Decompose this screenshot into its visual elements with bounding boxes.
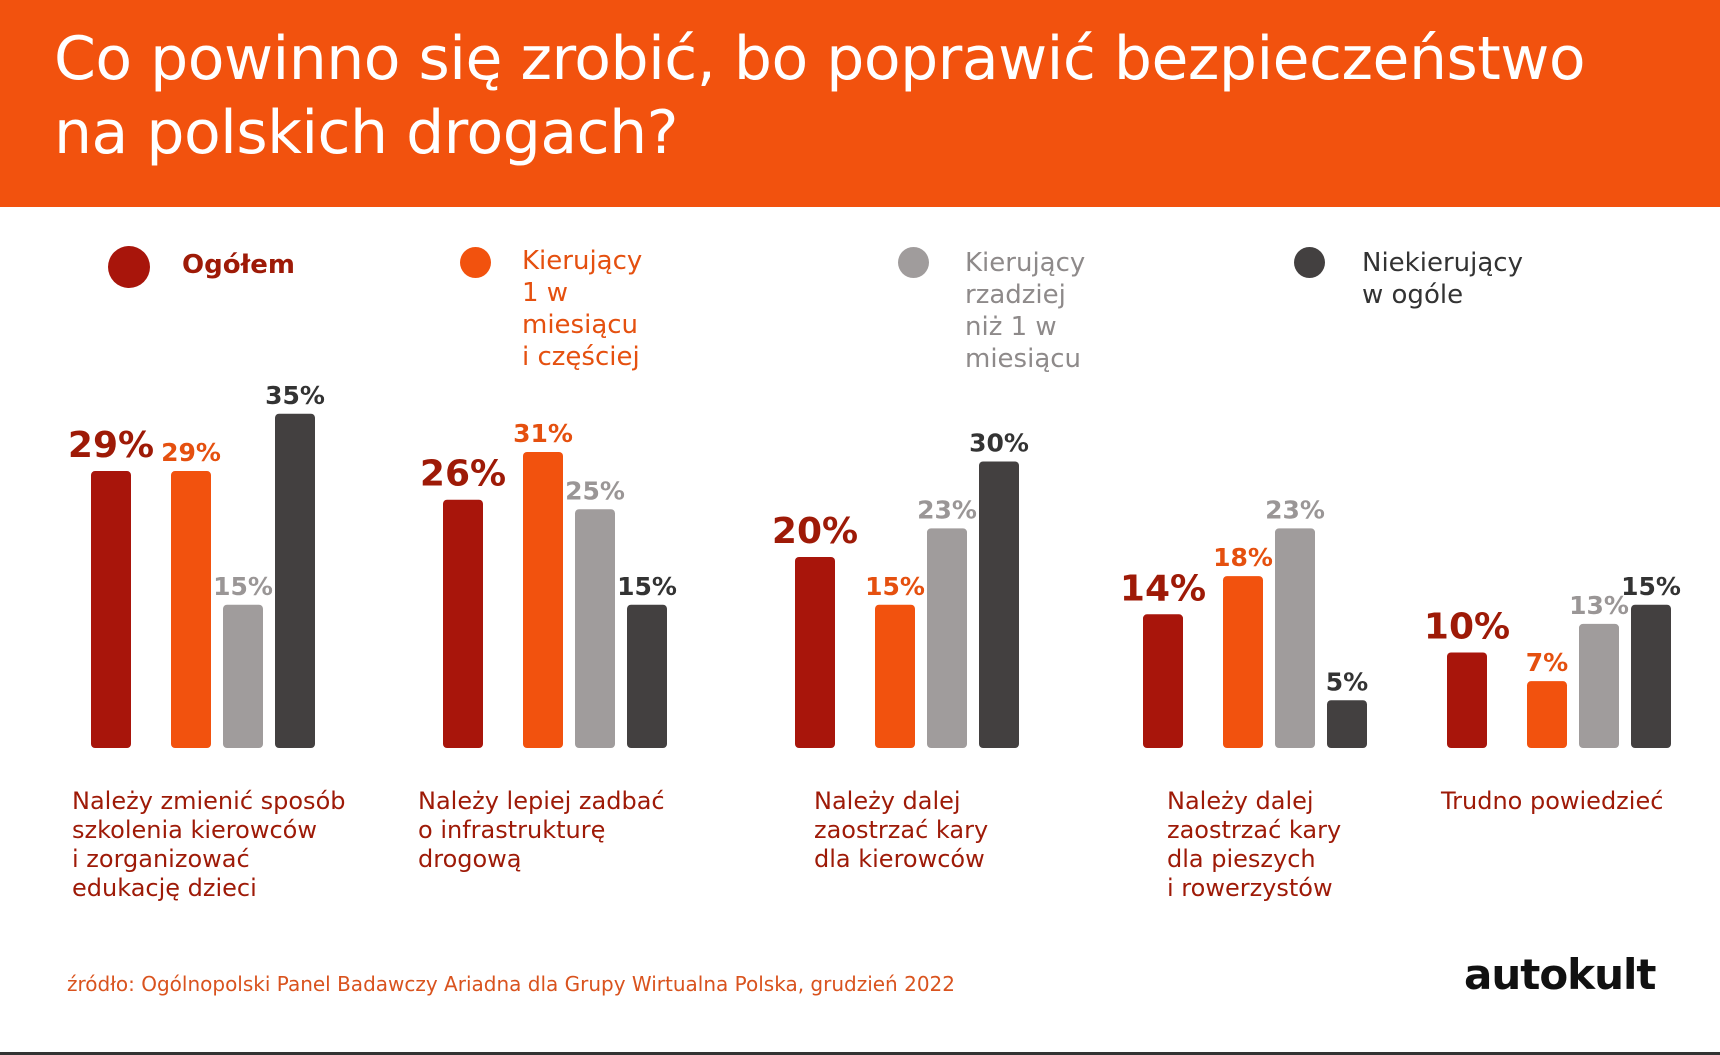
bar-niekierujacy-1 — [275, 413, 315, 748]
data-label-kierujacy-rzadko-1: 15% — [213, 572, 273, 601]
legend-swatch-kierujacy-rzadko — [898, 247, 929, 278]
legend-label-ogolem: Ogółem — [182, 250, 295, 280]
data-label-kierujacy-rzadko-2: 25% — [565, 476, 625, 505]
bottom-divider — [0, 1052, 1720, 1055]
bar-kierujacy-czesto-1 — [171, 471, 211, 748]
data-label-kierujacy-rzadko-3: 23% — [917, 495, 977, 524]
bar-kierujacy-czesto-5 — [1527, 681, 1567, 748]
bar-ogolem-5 — [1447, 652, 1487, 748]
bar-niekierujacy-3 — [979, 461, 1019, 748]
bar-niekierujacy-2 — [627, 604, 667, 748]
category-label-5: Trudno powiedzieć — [1441, 787, 1664, 815]
data-label-kierujacy-rzadko-5: 13% — [1569, 591, 1629, 620]
data-label-niekierujacy-3: 30% — [969, 429, 1029, 458]
data-label-kierujacy-czesto-3: 15% — [865, 572, 925, 601]
data-label-ogolem-3: 20% — [772, 511, 858, 552]
data-label-ogolem-1: 29% — [68, 425, 154, 466]
bar-ogolem-1 — [91, 471, 131, 748]
data-label-kierujacy-czesto-4: 18% — [1213, 543, 1273, 572]
data-label-niekierujacy-4: 5% — [1326, 667, 1368, 696]
data-label-kierujacy-czesto-1: 29% — [161, 438, 221, 467]
data-label-ogolem-4: 14% — [1120, 568, 1206, 609]
data-label-kierujacy-rzadko-4: 23% — [1265, 495, 1325, 524]
bar-kierujacy-czesto-3 — [875, 604, 915, 748]
legend-label-niekierujacy: Niekierujący w ogóle — [1362, 248, 1523, 310]
category-label-4: Należy dalej zaostrzać kary dla pieszych… — [1167, 787, 1342, 902]
bar-ogolem-2 — [443, 499, 483, 748]
bar-kierujacy-rzadko-1 — [223, 604, 263, 748]
category-label-1: Należy zmienić sposób szkolenia kierowcó… — [72, 787, 346, 902]
bar-kierujacy-czesto-4 — [1223, 576, 1263, 748]
legend-label-kierujacy-rzadko: Kierujący rzadziej niż 1 w miesiącu — [965, 248, 1086, 374]
header-banner: Co powinno się zrobić, bo poprawić bezpi… — [0, 0, 1720, 207]
bar-kierujacy-rzadko-4 — [1275, 528, 1315, 748]
source-note: źródło: Ogólnopolski Panel Badawczy Aria… — [67, 972, 955, 996]
data-label-ogolem-2: 26% — [420, 454, 506, 495]
data-label-niekierujacy-2: 15% — [617, 572, 677, 601]
legend-swatch-kierujacy-czesto — [460, 247, 491, 278]
legend-label-kierujacy-czesto: Kierujący 1 w miesiącu i częściej — [522, 246, 643, 372]
data-label-kierujacy-czesto-5: 7% — [1526, 648, 1568, 677]
data-label-niekierujacy-5: 15% — [1621, 572, 1681, 601]
bar-niekierujacy-5 — [1631, 604, 1671, 748]
bar-kierujacy-czesto-2 — [523, 451, 563, 748]
legend-swatch-niekierujacy — [1294, 247, 1325, 278]
data-label-ogolem-5: 10% — [1424, 607, 1510, 648]
legend-swatch-ogolem — [108, 246, 150, 288]
bar-ogolem-4 — [1143, 614, 1183, 748]
bar-kierujacy-rzadko-5 — [1579, 623, 1619, 748]
data-label-kierujacy-czesto-2: 31% — [513, 419, 573, 448]
category-label-3: Należy dalej zaostrzać kary dla kierowcó… — [814, 787, 989, 873]
bar-niekierujacy-4 — [1327, 700, 1367, 748]
bar-kierujacy-rzadko-2 — [575, 509, 615, 748]
category-label-2: Należy lepiej zadbać o infrastrukturę dr… — [418, 787, 665, 873]
bar-ogolem-3 — [795, 557, 835, 748]
bar-kierujacy-rzadko-3 — [927, 528, 967, 748]
brand-logo: autokult — [1464, 950, 1656, 999]
page-title: Co powinno się zrobić, bo poprawić bezpi… — [54, 24, 1586, 168]
data-label-niekierujacy-1: 35% — [265, 381, 325, 410]
